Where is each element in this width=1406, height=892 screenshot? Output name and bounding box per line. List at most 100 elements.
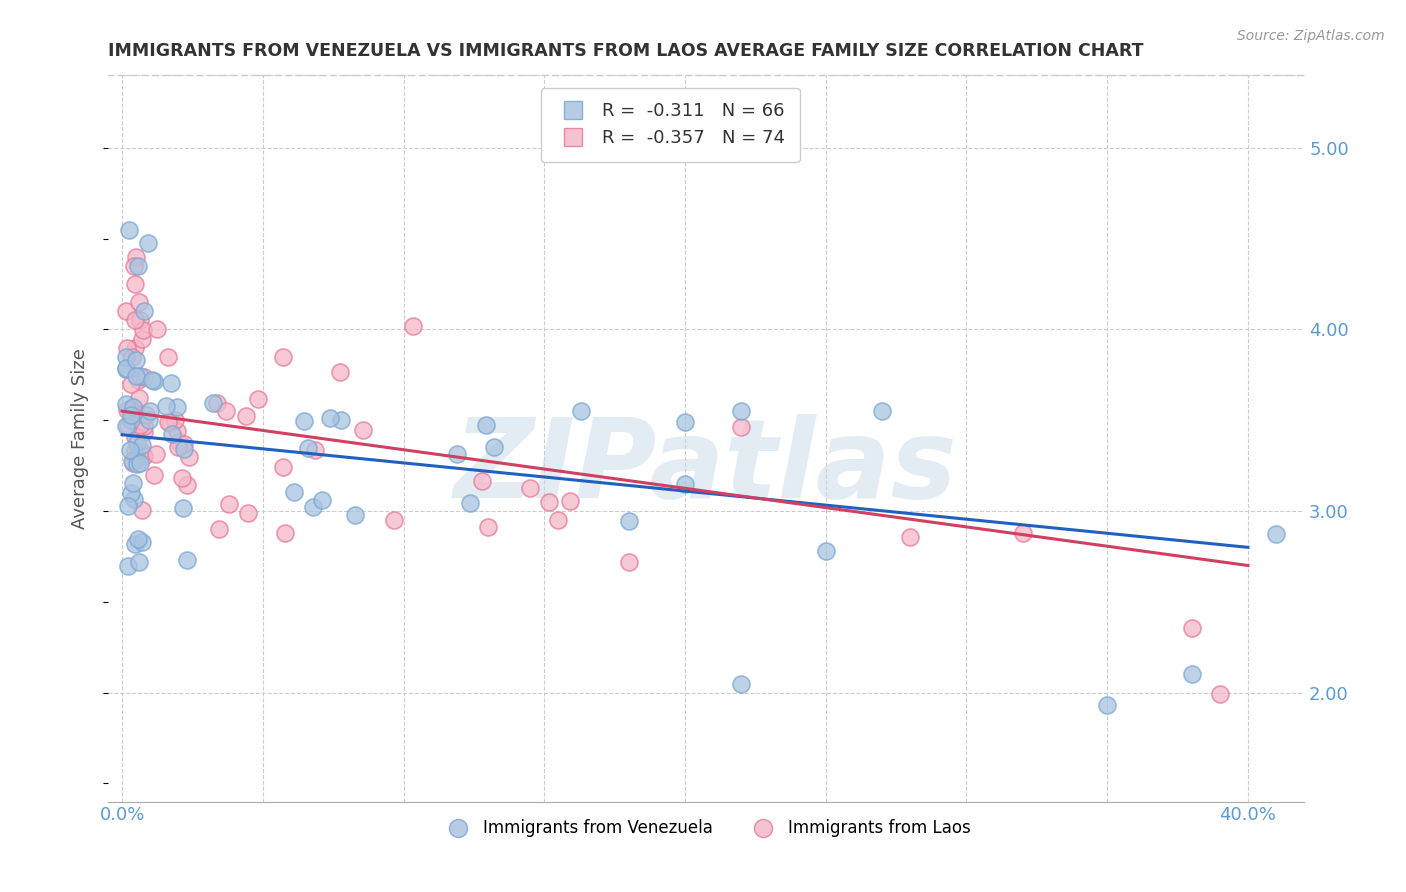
- Point: [475, 417, 498, 432]
- Point: [617, 514, 640, 528]
- Legend: Immigrants from Venezuela, Immigrants from Laos: Immigrants from Venezuela, Immigrants fr…: [434, 813, 977, 844]
- Point: [673, 477, 696, 491]
- Point: [121, 350, 143, 364]
- Point: [125, 369, 148, 384]
- Point: [176, 478, 198, 492]
- Point: [124, 537, 146, 551]
- Point: [132, 369, 155, 384]
- Point: [214, 404, 236, 418]
- Point: [166, 441, 188, 455]
- Point: [477, 520, 499, 534]
- Point: [142, 467, 165, 482]
- Point: [207, 522, 229, 536]
- Point: [125, 352, 148, 367]
- Point: [125, 457, 148, 471]
- Point: [382, 513, 405, 527]
- Point: [170, 471, 193, 485]
- Point: [117, 402, 139, 417]
- Point: [330, 413, 353, 427]
- Y-axis label: Average Family Size: Average Family Size: [72, 348, 89, 529]
- Point: [156, 415, 179, 429]
- Point: [141, 373, 163, 387]
- Point: [160, 426, 183, 441]
- Point: [292, 413, 315, 427]
- Point: [172, 500, 194, 515]
- Text: Source: ZipAtlas.com: Source: ZipAtlas.com: [1237, 29, 1385, 44]
- Point: [138, 413, 160, 427]
- Point: [121, 401, 143, 415]
- Point: [159, 416, 181, 430]
- Point: [122, 259, 145, 273]
- Point: [124, 444, 146, 458]
- Point: [617, 555, 640, 569]
- Point: [159, 376, 181, 391]
- Point: [730, 420, 752, 434]
- Point: [145, 446, 167, 460]
- Point: [311, 493, 333, 508]
- Point: [120, 412, 142, 426]
- Text: IMMIGRANTS FROM VENEZUELA VS IMMIGRANTS FROM LAOS AVERAGE FAMILY SIZE CORRELATIO: IMMIGRANTS FROM VENEZUELA VS IMMIGRANTS …: [108, 42, 1143, 60]
- Point: [173, 442, 195, 456]
- Point: [538, 495, 561, 509]
- Point: [329, 365, 352, 379]
- Point: [304, 442, 326, 457]
- Point: [129, 414, 152, 428]
- Point: [129, 456, 152, 470]
- Point: [274, 526, 297, 541]
- Point: [235, 409, 257, 423]
- Point: [134, 419, 156, 434]
- Point: [128, 313, 150, 327]
- Point: [132, 303, 155, 318]
- Point: [115, 361, 138, 376]
- Point: [870, 404, 893, 418]
- Point: [129, 369, 152, 384]
- Point: [1095, 698, 1118, 713]
- Point: [117, 558, 139, 573]
- Point: [124, 341, 146, 355]
- Point: [117, 499, 139, 513]
- Point: [128, 391, 150, 405]
- Point: [730, 676, 752, 690]
- Point: [136, 235, 159, 250]
- Point: [446, 447, 468, 461]
- Point: [127, 435, 149, 450]
- Point: [115, 304, 138, 318]
- Text: ZIPatlas: ZIPatlas: [454, 414, 957, 521]
- Point: [155, 399, 177, 413]
- Point: [131, 438, 153, 452]
- Point: [458, 496, 481, 510]
- Point: [569, 404, 592, 418]
- Point: [124, 429, 146, 443]
- Point: [129, 418, 152, 433]
- Point: [131, 331, 153, 345]
- Point: [139, 403, 162, 417]
- Point: [115, 397, 138, 411]
- Point: [166, 424, 188, 438]
- Point: [1265, 526, 1288, 541]
- Point: [1209, 686, 1232, 700]
- Point: [117, 419, 139, 434]
- Point: [814, 543, 837, 558]
- Point: [128, 555, 150, 569]
- Point: [120, 443, 142, 458]
- Point: [519, 481, 541, 495]
- Point: [132, 449, 155, 463]
- Point: [156, 351, 179, 365]
- Point: [131, 323, 153, 337]
- Point: [271, 350, 294, 364]
- Point: [167, 434, 190, 449]
- Point: [132, 425, 155, 440]
- Point: [115, 341, 138, 355]
- Point: [173, 437, 195, 451]
- Point: [673, 415, 696, 429]
- Point: [202, 396, 225, 410]
- Point: [146, 322, 169, 336]
- Point: [730, 404, 752, 418]
- Point: [129, 448, 152, 462]
- Point: [238, 506, 260, 520]
- Point: [1181, 667, 1204, 681]
- Point: [124, 277, 146, 291]
- Point: [127, 373, 149, 387]
- Point: [352, 423, 374, 437]
- Point: [120, 409, 142, 423]
